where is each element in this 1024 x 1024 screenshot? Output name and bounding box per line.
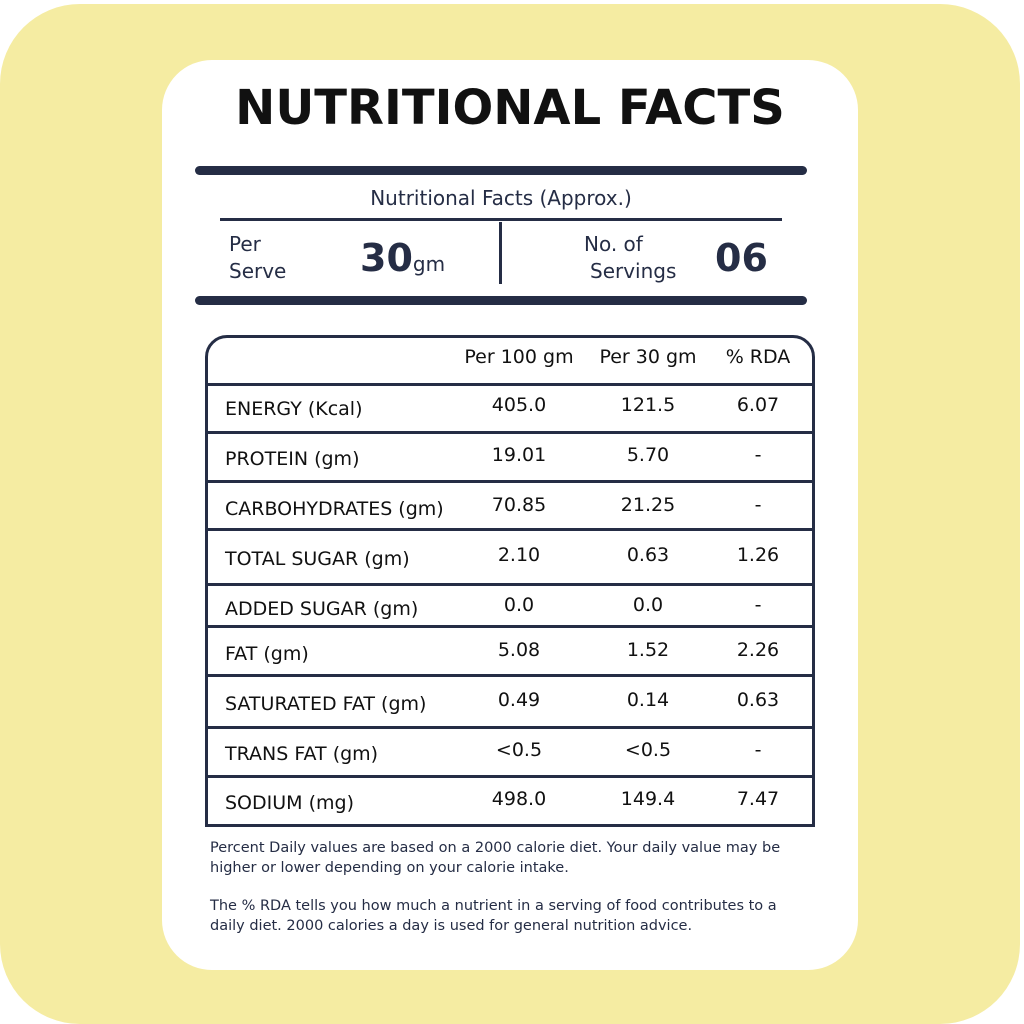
cell-value: 70.85 (491, 494, 547, 516)
cell-value: 1.26 (736, 544, 780, 566)
row-rule (206, 383, 813, 386)
cell-value: - (754, 494, 762, 516)
column-header: Per 100 gm (464, 346, 574, 368)
note: Percent Daily values are based on a 2000… (210, 840, 781, 876)
label-line: Serve (229, 259, 287, 283)
row-rule (206, 674, 813, 677)
cell-value: 1.52 (626, 639, 670, 661)
label-line: No. of (584, 232, 643, 256)
cell-value: 19.01 (491, 444, 547, 466)
cell-value: 121.5 (620, 394, 676, 416)
cell-value: - (754, 594, 762, 616)
table (205, 335, 815, 827)
rule (195, 166, 807, 175)
row-rule (206, 625, 813, 628)
row-label: PROTEIN (gm) (225, 448, 360, 470)
cell-value: 0.63 (626, 544, 670, 566)
cell-value: 2.10 (497, 544, 541, 566)
cell-value: 0.49 (497, 689, 541, 711)
cell-value: 5.08 (497, 639, 541, 661)
row-rule (206, 583, 813, 586)
title: NUTRITIONAL FACTS (235, 80, 785, 136)
row-rule (206, 431, 813, 434)
cell-value: 0.0 (632, 594, 664, 616)
cell-value: - (754, 739, 762, 761)
rule (220, 218, 782, 221)
cell-value: 405.0 (491, 394, 547, 416)
cell-value: 0.63 (736, 689, 780, 711)
cell-value: <0.5 (495, 739, 543, 761)
row-rule (206, 775, 813, 778)
row-label: SATURATED FAT (gm) (225, 693, 427, 715)
cell-value: 2.26 (736, 639, 780, 661)
column-header: % RDA (725, 346, 791, 368)
row-rule (206, 480, 813, 483)
cell-value: 0.0 (503, 594, 535, 616)
cell-value: 21.25 (620, 494, 676, 516)
servings-label: No. of Servings (584, 231, 676, 285)
label-line: Servings (590, 259, 677, 283)
row-label: TRANS FAT (gm) (225, 743, 379, 765)
serving-heading: Nutritional Facts (Approx.) (370, 186, 632, 210)
row-label: TOTAL SUGAR (gm) (225, 548, 410, 570)
cell-value: 498.0 (491, 788, 547, 810)
row-label: ADDED SUGAR (gm) (225, 598, 419, 620)
cell-value: - (754, 444, 762, 466)
row-label: CARBOHYDRATES (gm) (225, 498, 444, 520)
row-label: SODIUM (mg) (225, 792, 354, 814)
value: 30 (360, 236, 413, 280)
row-rule (206, 726, 813, 729)
cell-value: 149.4 (620, 788, 676, 810)
per-serve-label: Per Serve (229, 231, 286, 285)
cell-value: 7.47 (736, 788, 780, 810)
column-header: Per 30 gm (599, 346, 697, 368)
note: The % RDA tells you how much a nutrient … (210, 898, 777, 934)
rule (195, 296, 807, 305)
label-line: Per (229, 232, 261, 256)
row-rule (206, 528, 813, 531)
card (162, 60, 858, 970)
per-serve-value: 30gm (360, 236, 445, 280)
row-label: FAT (gm) (225, 643, 309, 665)
unit: gm (412, 252, 446, 276)
row-label: ENERGY (Kcal) (225, 398, 363, 420)
cell-value: 0.14 (626, 689, 670, 711)
divider (499, 222, 502, 284)
cell-value: 5.70 (626, 444, 670, 466)
cell-value: <0.5 (624, 739, 672, 761)
cell-value: 6.07 (736, 394, 780, 416)
servings-value: 06 (715, 236, 768, 280)
